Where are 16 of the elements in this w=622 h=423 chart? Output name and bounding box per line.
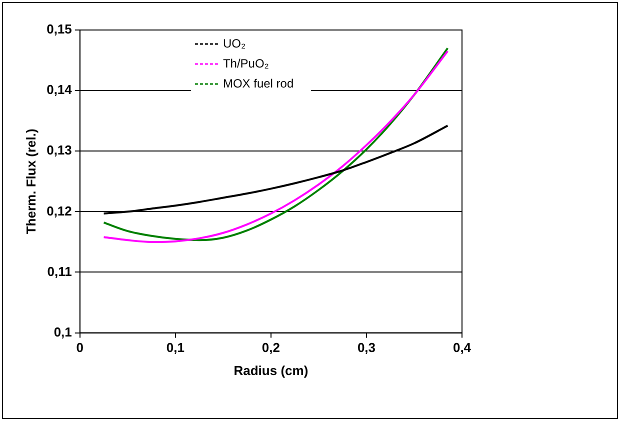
y-tick-label: 0,11	[47, 264, 72, 279]
y-tick-label: 0,13	[46, 142, 72, 158]
y-axis-title: Therm. Flux (rel.)	[23, 128, 38, 234]
y-tick-label: 0,15	[46, 22, 72, 37]
x-tick-label: 0,2	[262, 340, 280, 356]
legend-label: Th/PuO₂	[222, 56, 270, 70]
x-tick-label: 0,1	[166, 340, 184, 356]
x-tick-label: 0,4	[452, 340, 472, 356]
y-tick-label: 0,12	[46, 203, 72, 218]
legend-label: UO₂	[222, 36, 246, 50]
x-tick-label: 0	[76, 340, 84, 356]
y-tick-label: 0,14	[46, 82, 73, 98]
x-axis-title: Radius (cm)	[234, 362, 308, 378]
x-tick-label: 0,3	[357, 340, 376, 356]
y-tick-label: 0,1	[54, 324, 72, 340]
legend-label: MOX fuel rod	[222, 76, 294, 90]
